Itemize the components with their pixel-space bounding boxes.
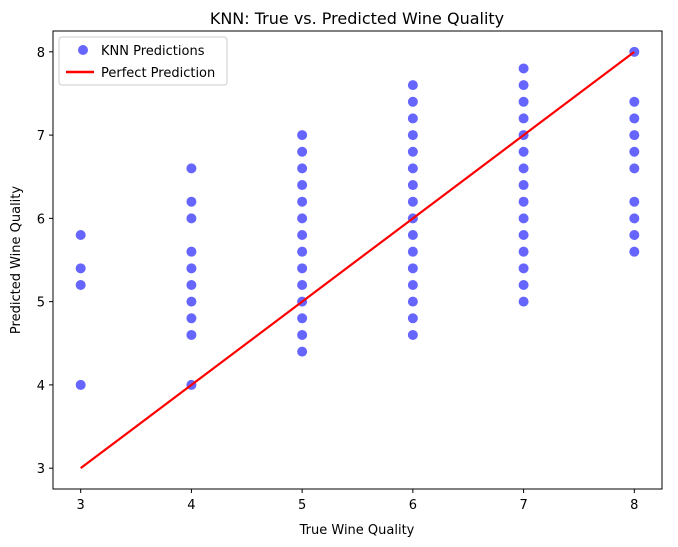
data-point xyxy=(407,80,418,91)
reference-line-layer xyxy=(80,50,635,470)
x-tick-label: 8 xyxy=(630,498,638,513)
data-point xyxy=(518,196,529,207)
data-point xyxy=(518,180,529,191)
data-point xyxy=(297,130,308,141)
data-point xyxy=(407,180,418,191)
data-point xyxy=(518,113,529,124)
data-point xyxy=(629,146,640,157)
x-tick-label: 4 xyxy=(187,498,195,513)
data-point xyxy=(297,313,308,324)
data-point xyxy=(518,163,529,174)
data-point xyxy=(186,263,197,274)
data-point xyxy=(518,146,529,157)
data-point xyxy=(186,296,197,307)
data-point xyxy=(297,180,308,191)
y-tick-label: 3 xyxy=(37,462,45,477)
data-point xyxy=(75,263,86,274)
points-layer xyxy=(75,46,640,390)
data-point xyxy=(407,313,418,324)
data-point xyxy=(629,96,640,107)
data-point xyxy=(407,146,418,157)
plot-area-frame xyxy=(52,30,663,490)
data-point xyxy=(629,163,640,174)
data-point xyxy=(297,263,308,274)
data-point xyxy=(407,279,418,290)
legend-label-perfect-prediction: Perfect Prediction xyxy=(101,66,215,81)
data-point xyxy=(407,130,418,141)
data-point xyxy=(407,263,418,274)
data-point xyxy=(297,329,308,340)
data-point xyxy=(297,146,308,157)
data-point xyxy=(186,329,197,340)
data-point xyxy=(518,63,529,74)
data-point xyxy=(629,113,640,124)
data-point xyxy=(297,196,308,207)
x-axis-label: True Wine Quality xyxy=(299,523,415,538)
y-tick-label: 4 xyxy=(37,379,45,394)
data-point xyxy=(407,246,418,257)
data-point xyxy=(186,213,197,224)
x-tick-label: 3 xyxy=(77,498,85,513)
data-point xyxy=(186,163,197,174)
data-point xyxy=(297,346,308,357)
data-point xyxy=(518,96,529,107)
y-axis-label: Predicted Wine Quality xyxy=(9,186,24,334)
x-tick-label: 5 xyxy=(298,498,306,513)
perfect-prediction-line xyxy=(80,50,635,470)
data-point xyxy=(297,246,308,257)
y-tick-label: 8 xyxy=(37,46,45,61)
data-point xyxy=(75,230,86,241)
y-tick-label: 6 xyxy=(37,212,45,227)
data-point xyxy=(186,279,197,290)
data-point xyxy=(518,230,529,241)
data-point xyxy=(75,279,86,290)
legend-marker-knn-predictions xyxy=(78,45,88,55)
data-point xyxy=(407,96,418,107)
data-point xyxy=(407,196,418,207)
legend-label-knn-predictions: KNN Predictions xyxy=(101,44,205,59)
data-point xyxy=(518,80,529,91)
data-point xyxy=(518,296,529,307)
y-tick-label: 7 xyxy=(37,129,45,144)
data-point xyxy=(629,246,640,257)
data-point xyxy=(297,230,308,241)
data-point xyxy=(407,113,418,124)
data-point xyxy=(297,213,308,224)
y-tick-label: 5 xyxy=(37,296,45,311)
data-point xyxy=(407,329,418,340)
y-axis-ticks: 3 4 5 6 7 8 xyxy=(37,46,53,477)
data-point xyxy=(75,379,86,390)
data-point xyxy=(629,196,640,207)
data-point xyxy=(186,196,197,207)
data-point xyxy=(407,230,418,241)
x-tick-label: 6 xyxy=(409,498,417,513)
data-point xyxy=(518,263,529,274)
data-point xyxy=(186,246,197,257)
data-point xyxy=(629,230,640,241)
data-point xyxy=(297,163,308,174)
legend-box xyxy=(58,36,228,86)
data-point xyxy=(518,213,529,224)
data-point xyxy=(629,130,640,141)
data-point xyxy=(297,279,308,290)
data-point xyxy=(518,279,529,290)
x-axis-ticks: 3 4 5 6 7 8 xyxy=(77,489,638,513)
data-point xyxy=(518,246,529,257)
data-point xyxy=(186,313,197,324)
chart-title: KNN: True vs. Predicted Wine Quality xyxy=(210,9,504,28)
data-point xyxy=(407,163,418,174)
legend: KNN Predictions Perfect Prediction xyxy=(58,36,228,86)
data-point xyxy=(407,296,418,307)
data-point xyxy=(629,213,640,224)
x-tick-label: 7 xyxy=(519,498,527,513)
